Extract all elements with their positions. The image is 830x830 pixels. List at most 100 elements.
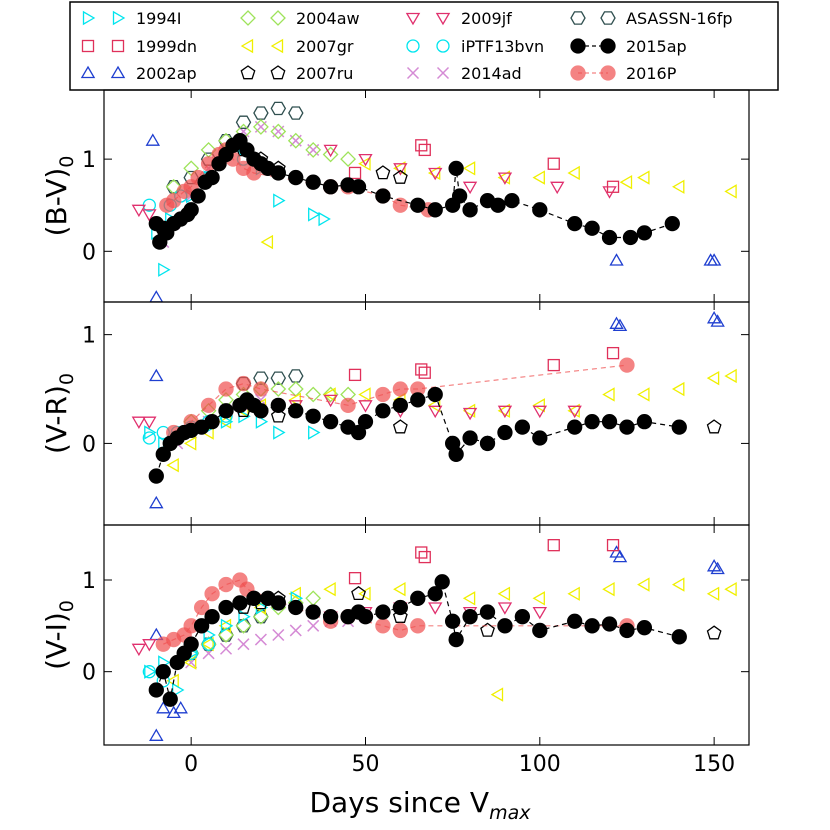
point-1999dn-4 xyxy=(606,539,620,552)
point-2009jf-8 xyxy=(550,181,565,195)
point-2014ad-5 xyxy=(272,628,285,642)
point-2002ap-6 xyxy=(612,549,628,563)
point-2009jf-0 xyxy=(131,643,147,657)
legend-entry-2014ad: 2014ad xyxy=(406,64,522,83)
point-2015ap-34 xyxy=(619,419,635,435)
legend-label-2009jf: 2009jf xyxy=(461,9,512,28)
point-2015ap-20 xyxy=(375,403,391,419)
point-2002ap-3 xyxy=(173,701,188,714)
point-1994i-9 xyxy=(308,425,321,440)
point-asassn-16fp-5 xyxy=(253,106,269,120)
point-2015ap-32 xyxy=(584,618,600,634)
x-tick-label-100: 100 xyxy=(519,752,561,777)
y-axis-label-2: (V-I)0 xyxy=(40,600,78,670)
series-2002ap xyxy=(149,545,725,741)
point-2007gr-0 xyxy=(166,457,179,473)
point-2007gr-3 xyxy=(218,618,232,634)
point-2007gr-15 xyxy=(602,581,615,597)
point-2007gr-19 xyxy=(724,368,737,384)
y-tick-label-1-1: 1 xyxy=(82,324,96,349)
point-asassn-16fp-6 xyxy=(270,101,287,116)
point-2015ap-0 xyxy=(148,468,164,484)
point-2007ru-2 xyxy=(270,408,286,423)
point-2016p-8 xyxy=(392,381,409,397)
point-2015ap-23 xyxy=(427,386,443,403)
x-axis-label: Days since Vmax xyxy=(310,786,532,824)
point-2009jf-8 xyxy=(497,405,513,419)
series-1999dn xyxy=(348,139,620,193)
point-2002ap-0 xyxy=(149,627,164,641)
point-2015ap-13 xyxy=(270,397,286,413)
point-2015ap-6 xyxy=(193,618,210,634)
legend-label-2014ad: 2014ad xyxy=(461,64,522,83)
legend-marker-2009jf-a xyxy=(405,12,421,26)
point-asassn-16fp-3 xyxy=(288,369,304,383)
point-1999dn-1 xyxy=(415,546,428,559)
point-2015ap-21 xyxy=(410,590,426,606)
point-1994i-2 xyxy=(172,682,185,698)
point-2007ru-4 xyxy=(392,608,408,623)
point-1994i-8 xyxy=(273,425,286,440)
point-2014ad-6 xyxy=(289,624,302,637)
point-2015ap-1 xyxy=(155,664,171,680)
legend: 1994I 1999dn 2002ap 2004aw 2007gr 2007ru 2009j… xyxy=(69,1,779,91)
panel-1: 01(V-R)0 xyxy=(40,301,750,526)
point-1994i-1 xyxy=(158,262,171,277)
point-2007gr-18 xyxy=(706,586,720,601)
point-2007gr-6 xyxy=(288,392,301,408)
point-2002ap-0 xyxy=(149,368,164,382)
point-2015ap-24 xyxy=(350,179,367,195)
point-1994i-5 xyxy=(220,414,234,429)
legend-marker-2002ap-b xyxy=(110,65,126,79)
point-2016p-5 xyxy=(253,381,269,397)
legend-marker-2009jf-b xyxy=(435,12,451,26)
point-2007gr-1 xyxy=(358,156,371,171)
point-1994i-7 xyxy=(255,414,269,429)
point-2014ad-4 xyxy=(254,633,267,646)
legend-marker-2014ad-b-stroke-b xyxy=(436,66,450,80)
legend-entry-asassn-16fp: ASASSN-16fp xyxy=(570,9,733,28)
point-2009jf-8 xyxy=(532,606,548,620)
legend-label-1999dn: 1999dn xyxy=(136,37,197,56)
point-2015ap-36 xyxy=(567,216,583,232)
point-2007ru-6 xyxy=(706,625,722,640)
point-2015ap-30 xyxy=(532,430,548,446)
legend-items: 1994I 1999dn 2002ap 2004aw 2007gr 2007ru 2009j… xyxy=(80,9,733,83)
legend-label-2007gr: 2007gr xyxy=(296,37,354,56)
legend-entry-1994i: 1994I xyxy=(82,9,181,28)
point-iptf13bvn-0 xyxy=(142,665,156,679)
point-2007ru-3 xyxy=(351,585,366,601)
panel-1-frame xyxy=(103,301,750,526)
point-2007gr-14 xyxy=(567,586,580,601)
point-2002ap-2 xyxy=(609,253,624,266)
point-2015ap-24 xyxy=(444,613,461,629)
point-2015ap-28 xyxy=(497,618,513,634)
point-2015ap-25 xyxy=(448,446,464,462)
point-2015ap-29 xyxy=(448,160,464,176)
panels: 01(B-V)001(V-R)001(V-I)00 50 100 150 xyxy=(40,89,750,777)
legend-entry-2015ap: 2015ap xyxy=(570,37,687,56)
point-2015ap-18 xyxy=(357,609,374,625)
point-2007gr-15 xyxy=(602,387,615,402)
point-2009jf-10 xyxy=(567,405,582,419)
legend-marker-2016p-b xyxy=(600,65,616,81)
point-2007gr-11 xyxy=(490,687,504,702)
series-1999dn xyxy=(348,539,620,585)
legend-entry-2016p: 2016P xyxy=(570,64,677,83)
point-iptf13bvn-4 xyxy=(201,637,216,651)
point-2014ad-7 xyxy=(307,619,320,632)
legend-marker-iptf13bvn-b xyxy=(436,39,450,53)
point-2007ru-4 xyxy=(392,169,408,184)
point-1999dn-3 xyxy=(547,157,560,170)
point-2009jf-1 xyxy=(142,416,157,430)
x-tick-label-150: 150 xyxy=(693,752,735,777)
point-2015ap-22 xyxy=(322,179,339,195)
point-2015ap-10 xyxy=(246,590,262,606)
point-2015ap-26 xyxy=(462,430,478,446)
y-axis-label-main-0: (B-V) xyxy=(40,168,73,237)
point-2009jf-5 xyxy=(428,602,443,615)
point-2007gr-8 xyxy=(358,387,371,402)
point-2007gr-10 xyxy=(462,591,476,606)
point-2015ap-40 xyxy=(636,225,653,241)
point-2007gr-19 xyxy=(724,581,737,597)
